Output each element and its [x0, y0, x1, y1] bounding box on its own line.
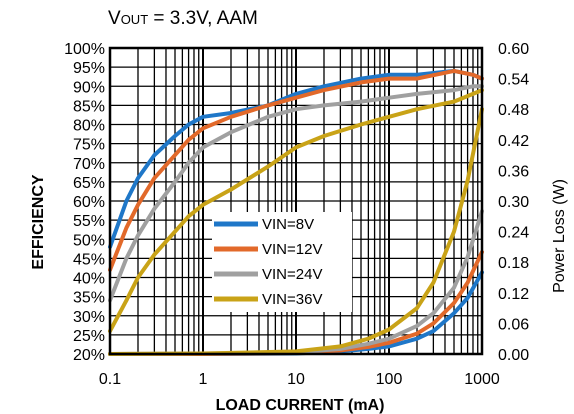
y2-tick-label: 0.12 — [498, 286, 529, 303]
y-tick-label: 65% — [73, 175, 105, 192]
y-tick-label: 25% — [73, 328, 105, 345]
efficiency-line — [108, 88, 484, 334]
y-tick-label: 60% — [73, 194, 105, 211]
y-tick-label: 55% — [73, 213, 105, 230]
y-tick-label: 20% — [73, 347, 105, 364]
title-main: V — [108, 8, 121, 29]
y-tick-label: 90% — [73, 79, 105, 96]
x-tick-label: 1000 — [464, 371, 500, 388]
legend-box — [212, 212, 352, 312]
chart-title: VOUT = 3.3V, AAM — [108, 8, 258, 29]
y2-tick-label: 0.54 — [498, 72, 529, 89]
title-subscript: OUT — [121, 12, 149, 27]
title-rest: = 3.3V, AAM — [148, 8, 258, 29]
efficiency-line — [108, 68, 484, 272]
legend-entry: VIN=12V — [262, 241, 322, 258]
y-axis-label: EFFICIENCY — [30, 174, 47, 269]
y2-tick-label: 0.36 — [498, 163, 529, 180]
legend-entry: VIN=8V — [262, 216, 314, 233]
y2-tick-label: 0.48 — [498, 102, 529, 119]
y-tick-label: 45% — [73, 251, 105, 268]
x-tick-label: 0.1 — [99, 371, 121, 388]
legend: VIN=8V VIN=12V VIN=24V VIN=36V — [212, 212, 352, 312]
y2-tick-label: 0.18 — [498, 255, 529, 272]
y-tick-label: 50% — [73, 232, 105, 249]
y-tick-label: 40% — [73, 271, 105, 288]
legend-entry: VIN=24V — [262, 266, 322, 283]
y-tick-label: 75% — [73, 137, 105, 154]
y-tick-label: 85% — [73, 98, 105, 115]
y2-tick-label: 0.42 — [498, 133, 529, 150]
y-tick-label: 30% — [73, 309, 105, 326]
x-tick-label: 100 — [376, 371, 403, 388]
y-tick-label: 70% — [73, 156, 105, 173]
y-tick-label: 80% — [73, 118, 105, 135]
x-axis-label: LOAD CURRENT (mA) — [216, 397, 385, 414]
y2-tick-label: 0.24 — [498, 225, 529, 242]
tick-labels: 0.1 1 10 100 1000 20% 25% 30% 35% 40% 45% 50% 55% 60%… — [64, 41, 529, 388]
y2-axis-label: Power Loss (W) — [551, 179, 568, 293]
x-tick-label: 1 — [199, 371, 208, 388]
y2-tick-label: 0.00 — [498, 347, 529, 364]
plot-frame — [108, 46, 484, 356]
y-tick-label: 95% — [73, 60, 105, 77]
x-tick-label: 10 — [287, 371, 305, 388]
y-tick-label: 35% — [73, 290, 105, 307]
y2-tick-label: 0.06 — [498, 316, 529, 333]
power-loss-line — [108, 107, 484, 356]
efficiency-line — [108, 84, 484, 303]
y2-tick-label: 0.60 — [498, 41, 529, 58]
legend-entry: VIN=36V — [262, 291, 322, 308]
y-tick-label: 100% — [64, 41, 105, 58]
y2-tick-label: 0.30 — [498, 194, 529, 211]
